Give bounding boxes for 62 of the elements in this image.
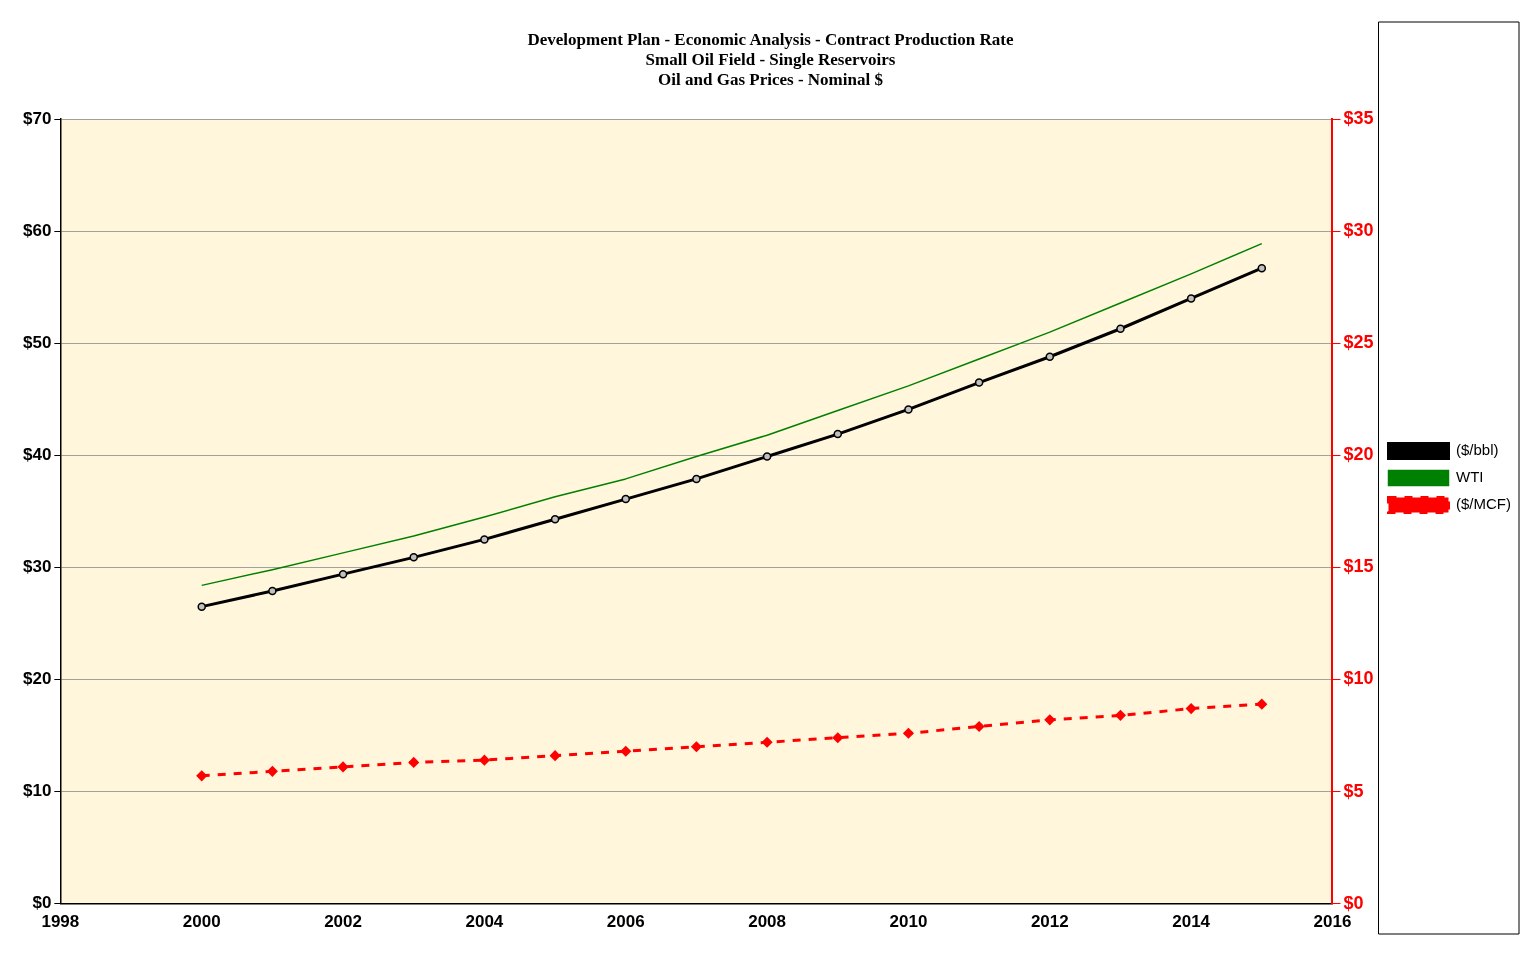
point [409,553,418,562]
y2-tick-label: $35 [1343,108,1374,129]
y2-tick-label: $20 [1343,444,1374,465]
x-tick-label: 2000 [182,912,221,932]
point [1115,710,1126,721]
point [1256,698,1268,710]
x-tick-label: 2016 [1313,912,1352,932]
y-tick-label: $30 [22,557,52,577]
y-tick-label: $0 [32,893,52,913]
x-tick-label: 2014 [1172,912,1211,932]
point [550,514,560,524]
y2-tick-label: $15 [1343,556,1374,577]
y2-tick-label: $5 [1343,780,1364,801]
point [974,378,984,387]
x-tick-label: 2012 [1030,912,1069,932]
point [268,586,277,596]
point [832,732,844,744]
point [196,770,207,782]
y-tick-label: $50 [22,333,52,352]
point [692,474,701,484]
point [337,761,349,773]
point [833,429,843,439]
point [197,602,206,611]
point [1186,294,1196,303]
point [267,766,278,777]
point [1116,324,1125,333]
point [973,721,985,732]
point [620,745,631,757]
y2-tick-label: $25 [1343,332,1374,353]
point [1044,714,1056,726]
y2-tick-label: $0 [1343,892,1364,913]
point [903,728,914,739]
point [621,494,630,504]
point [762,452,772,461]
x-tick-label: 1998 [41,912,80,932]
x-tick-label: 2008 [748,912,787,932]
point [408,757,419,768]
point [549,750,561,761]
point [904,405,913,414]
y-tick-label: $20 [22,669,52,689]
y2-tick-label: $30 [1343,220,1374,241]
point [691,741,702,752]
point [1045,352,1055,362]
y-tick-label: $60 [22,220,52,240]
y-tick-label: $10 [22,781,52,801]
x-tick-label: 2002 [324,912,362,932]
y-tick-label: $70 [22,108,52,128]
point [1257,263,1267,273]
x-tick-label: 2010 [889,912,928,932]
chart-title: Development Plan - Economic Analysis - Contract Production Rate Small Oil Field - Single Reservoirs Oil and Gas Prices - Nominal $ [527,29,1014,90]
x-tick-label: 2006 [606,912,645,932]
y-tick-label: $40 [22,445,52,465]
point [338,569,348,579]
legend-label: WTI [1456,468,1484,486]
y2-tick-label: $10 [1343,668,1374,689]
point [761,736,773,748]
point [1185,703,1197,714]
legend-label: ($/MCF) [1456,495,1512,513]
point [479,754,490,766]
point [480,535,489,544]
x-tick-label: 2004 [465,912,504,932]
legend-label: ($/bbl) [1456,441,1499,459]
